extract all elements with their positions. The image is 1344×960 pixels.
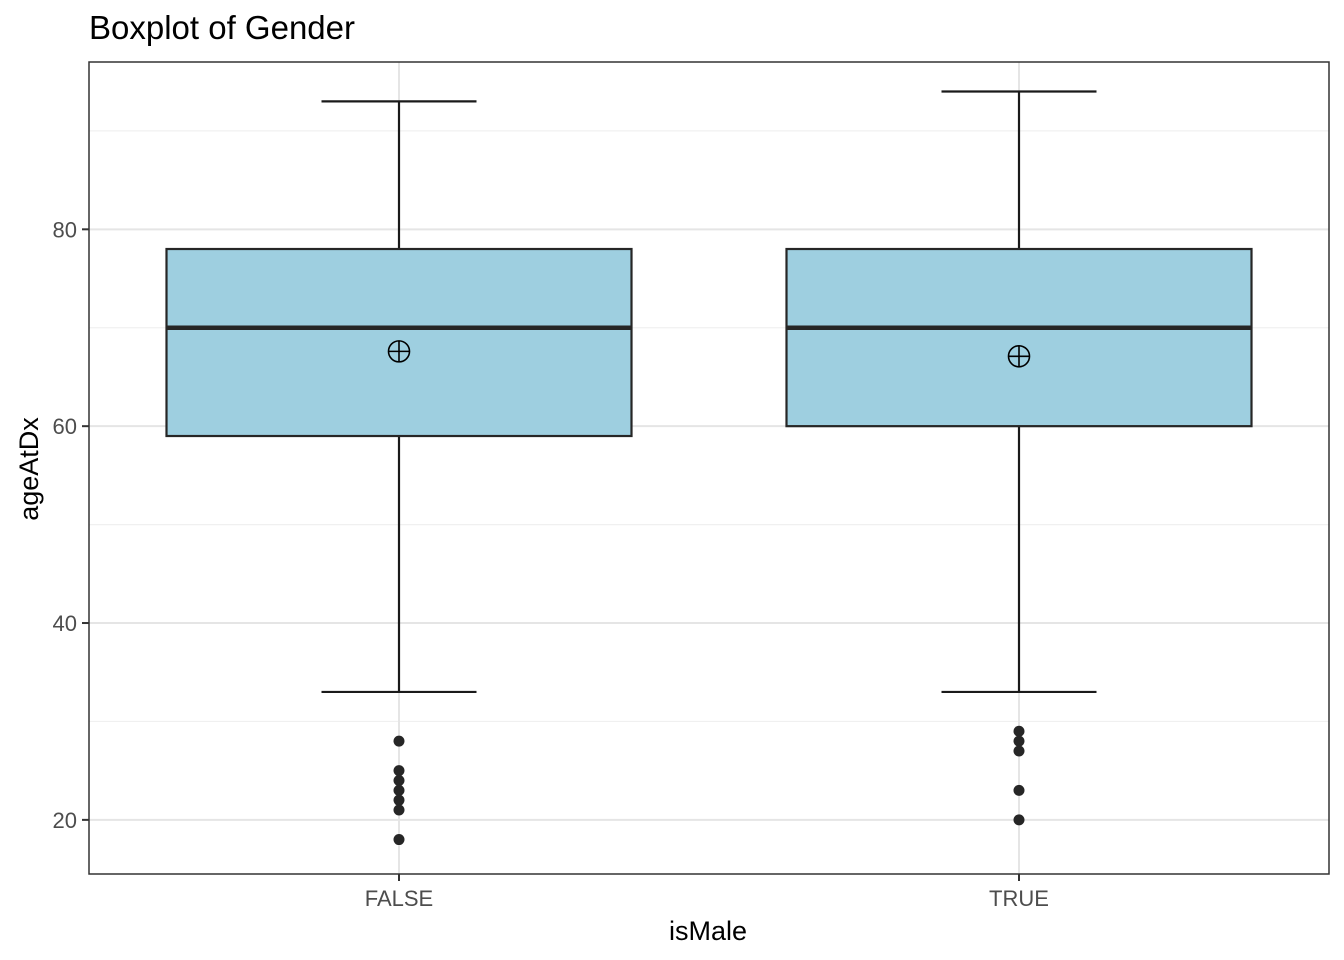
outlier-point: [393, 834, 405, 846]
outlier-point: [1013, 735, 1025, 747]
x-axis: FALSE TRUE: [365, 874, 1049, 911]
mean-marker: [387, 340, 411, 363]
y-axis-title: ageAtDx: [14, 417, 44, 521]
y-tick-label: 80: [53, 217, 77, 242]
panel-border: [88, 61, 1330, 875]
outlier-point: [1013, 725, 1025, 737]
outlier-point: [1013, 784, 1025, 796]
outlier-point: [393, 765, 405, 777]
outlier-point: [1013, 745, 1025, 757]
chart-title: Boxplot of Gender: [89, 9, 355, 46]
x-axis-title: isMale: [669, 916, 747, 946]
y-tick-label: 60: [53, 414, 77, 439]
outlier-point: [1013, 814, 1025, 826]
y-tick-label: 20: [53, 808, 77, 833]
outlier-point: [393, 735, 405, 747]
y-axis: 20 40 60 80: [53, 217, 89, 833]
x-tick-label: FALSE: [365, 886, 433, 911]
outlier-point: [393, 804, 405, 816]
box-group-false: [165, 100, 633, 846]
box-layer: [165, 90, 1253, 846]
x-tick-label: TRUE: [989, 886, 1049, 911]
box-iqr: [785, 247, 1253, 428]
outlier-point: [393, 784, 405, 796]
y-tick-label: 40: [53, 611, 77, 636]
outlier-point: [393, 774, 405, 786]
outlier-point: [393, 794, 405, 806]
box-group-true: [785, 90, 1253, 826]
mean-marker: [1007, 344, 1031, 368]
grid-lines: [89, 62, 1329, 874]
